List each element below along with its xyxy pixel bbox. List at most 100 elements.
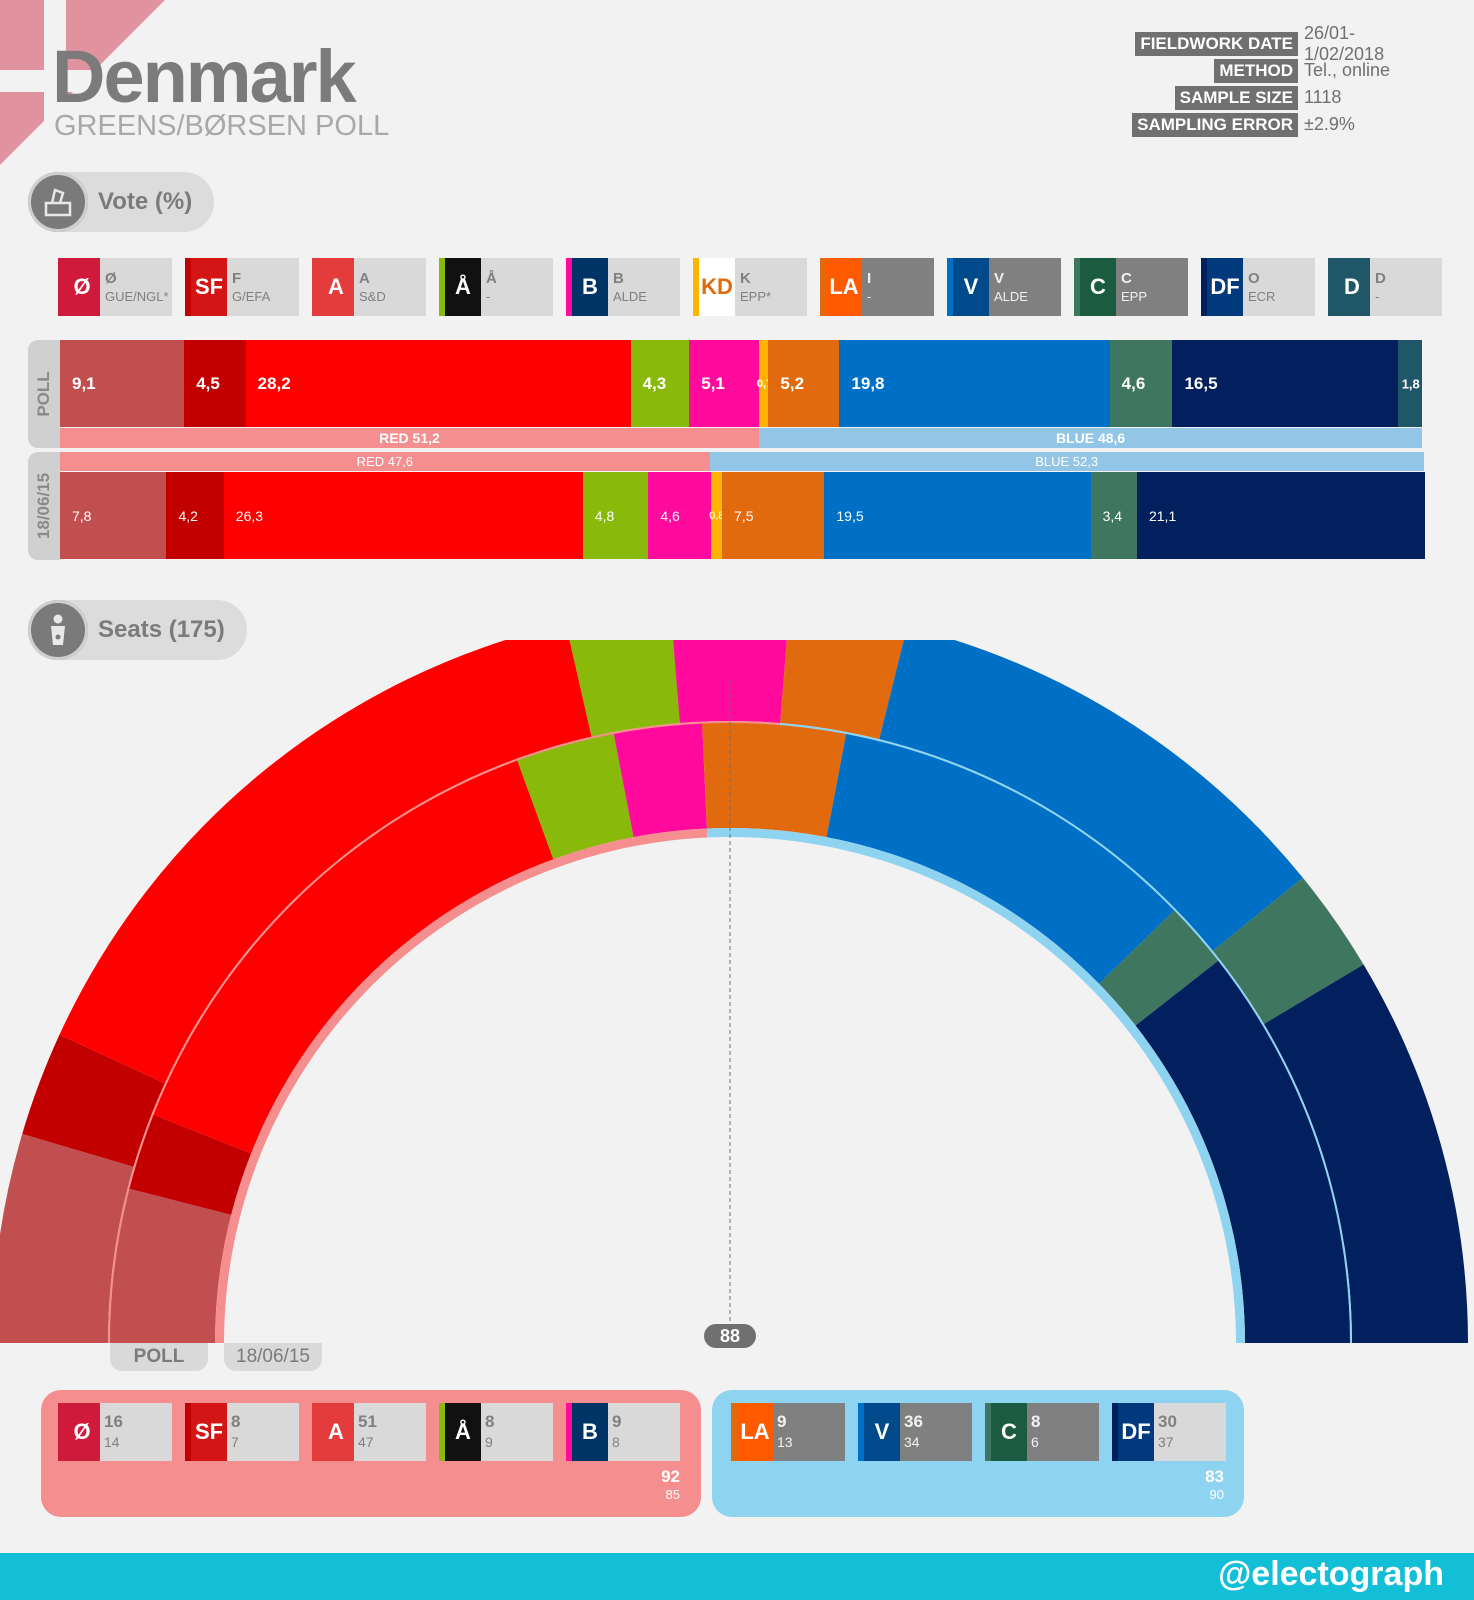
vote-bar-poll-D: 1,8: [1397, 340, 1423, 427]
party-color-strip: [566, 1403, 572, 1461]
party-logo-icon: DF: [1118, 1403, 1154, 1461]
legend-item-O: DF O ECR: [1201, 258, 1315, 316]
party-code: A: [359, 270, 370, 287]
vote-value-label: 3,4: [1102, 507, 1123, 524]
vote-bar-prev-V: 19,5: [824, 472, 1091, 559]
vote-section-header: Vote (%): [28, 172, 215, 232]
vote-value-label: 4,8: [594, 507, 615, 524]
vote-value-label: 0,8: [709, 509, 725, 522]
party-color-strip: [185, 258, 191, 316]
vote-value-label: 7,8: [72, 507, 92, 524]
legend-item-I: LA I -: [820, 258, 934, 316]
party-logo-icon: SF: [191, 258, 227, 316]
party-logo-icon: KD: [699, 258, 735, 316]
party-code: Å: [486, 270, 497, 287]
seat-count-now: 8: [231, 1412, 241, 1431]
legend-item-C: C C EPP: [1074, 258, 1188, 316]
party-group: GUE/NGL*: [105, 289, 169, 304]
vote-bar-prev-Å: 4,8: [582, 472, 649, 559]
party-logo-icon: C: [991, 1403, 1027, 1461]
seat-arc-prev-Å: [517, 733, 634, 860]
vote-value-label: 4,2: [178, 507, 198, 524]
vote-bar-poll-Ø: 9,1: [60, 340, 185, 427]
vote-section-label: Vote (%): [98, 188, 193, 215]
party-code: B: [613, 270, 624, 287]
seat-card-V: V 36 34: [858, 1403, 972, 1461]
vote-value-label: 16,5: [1184, 373, 1218, 393]
party-color-strip: [312, 1403, 318, 1461]
ballot-box-icon: [28, 172, 88, 232]
vote-bar-poll-K: 0,7: [756, 340, 773, 427]
party-logo-icon: C: [1080, 258, 1116, 316]
vote-value-label: 21,1: [1148, 507, 1177, 524]
meta-fieldwork-date: FIELDWORK DATE 26/01-1/02/2018: [1132, 23, 1432, 64]
outer-ring-label: POLL: [110, 1343, 208, 1371]
vote-bar-poll-F: 4,5: [184, 340, 246, 427]
party-color-strip: [858, 1403, 864, 1461]
majority-value: 88: [720, 1326, 740, 1346]
seat-count-now: 9: [612, 1412, 622, 1431]
seats-section-header: Seats (175): [28, 600, 247, 660]
party-color-strip: [566, 258, 572, 316]
seat-count-now: 8: [485, 1412, 495, 1431]
seat-count-now: 36: [904, 1412, 923, 1431]
vote-value-label: 26,3: [235, 507, 264, 524]
meta-sampling-error: SAMPLING ERROR ±2.9%: [1132, 111, 1432, 138]
legend-item-A: A A S&D: [312, 258, 426, 316]
seat-arc-prev-C: [1099, 910, 1219, 1026]
bloc-band-blue-poll: BLUE 48,6: [758, 428, 1423, 448]
seat-card-I: LA 9 13: [731, 1403, 845, 1461]
inner-ring-label: 18/06/15: [224, 1343, 322, 1371]
party-logo-icon: Ø: [64, 258, 100, 316]
seat-count-now: 51: [358, 1412, 377, 1431]
party-logo-icon: B: [572, 1403, 608, 1461]
seat-arc-prev-I: [702, 723, 847, 838]
legend-item-F: SF F G/EFA: [185, 258, 299, 316]
bloc-band-red-poll: RED 51,2: [60, 428, 759, 448]
seat-arc-prev-Ø: [110, 1188, 232, 1343]
seat-count-now: 16: [104, 1412, 123, 1431]
seat-count-previous: 7: [231, 1434, 239, 1450]
vote-value-label: 19,5: [836, 507, 864, 524]
vote-bar-poll-O: 16,5: [1172, 340, 1398, 427]
legend-item-B: B B ALDE: [566, 258, 680, 316]
party-color-strip: [985, 1403, 991, 1461]
bloc-band-blue-prev: BLUE 52,3: [709, 452, 1424, 471]
meta-sample-size: SAMPLE SIZE 1118: [1132, 84, 1432, 111]
seat-arc-prev-A: [153, 760, 554, 1154]
party-code: K: [740, 270, 751, 287]
party-group: -: [867, 289, 872, 304]
vote-value-label: 28,2: [257, 373, 291, 393]
party-group: ECR: [1248, 289, 1276, 304]
seat-card-O: DF 30 37: [1112, 1403, 1226, 1461]
vote-value-label: 9,1: [72, 373, 96, 393]
vote-value-label: 0,7: [756, 377, 773, 390]
vote-bar-poll-I: 5,2: [768, 340, 840, 427]
party-logo-icon: SF: [191, 1403, 227, 1461]
legend-item-Ø: Ø Ø GUE/NGL*: [58, 258, 172, 316]
seat-card-F: SF 8 7: [185, 1403, 299, 1461]
seat-count-previous: 6: [1031, 1434, 1039, 1450]
party-logo-icon: DF: [1207, 258, 1243, 316]
seat-count-previous: 13: [777, 1434, 793, 1450]
legend-item-V: V V ALDE: [947, 258, 1061, 316]
party-color-strip: [439, 258, 445, 316]
vote-bar-poll-A: 28,2: [245, 340, 631, 427]
previous-row-tab: 18/06/15: [28, 452, 60, 560]
seat-arc-poll-A: [59, 640, 592, 1084]
party-logo-icon: A: [318, 1403, 354, 1461]
seat-arc-poll-I: [780, 640, 904, 740]
party-code: Ø: [105, 270, 117, 287]
legend-item-K: KD K EPP*: [693, 258, 807, 316]
party-group: G/EFA: [232, 289, 271, 304]
party-logo-icon: Ø: [64, 1403, 100, 1461]
party-group: -: [486, 289, 491, 304]
party-logo-icon: A: [318, 258, 354, 316]
seat-arc-prev-V: [826, 733, 1175, 984]
page-subtitle: GREENS/BØRSEN POLL: [54, 110, 390, 142]
party-code: V: [994, 270, 1005, 287]
